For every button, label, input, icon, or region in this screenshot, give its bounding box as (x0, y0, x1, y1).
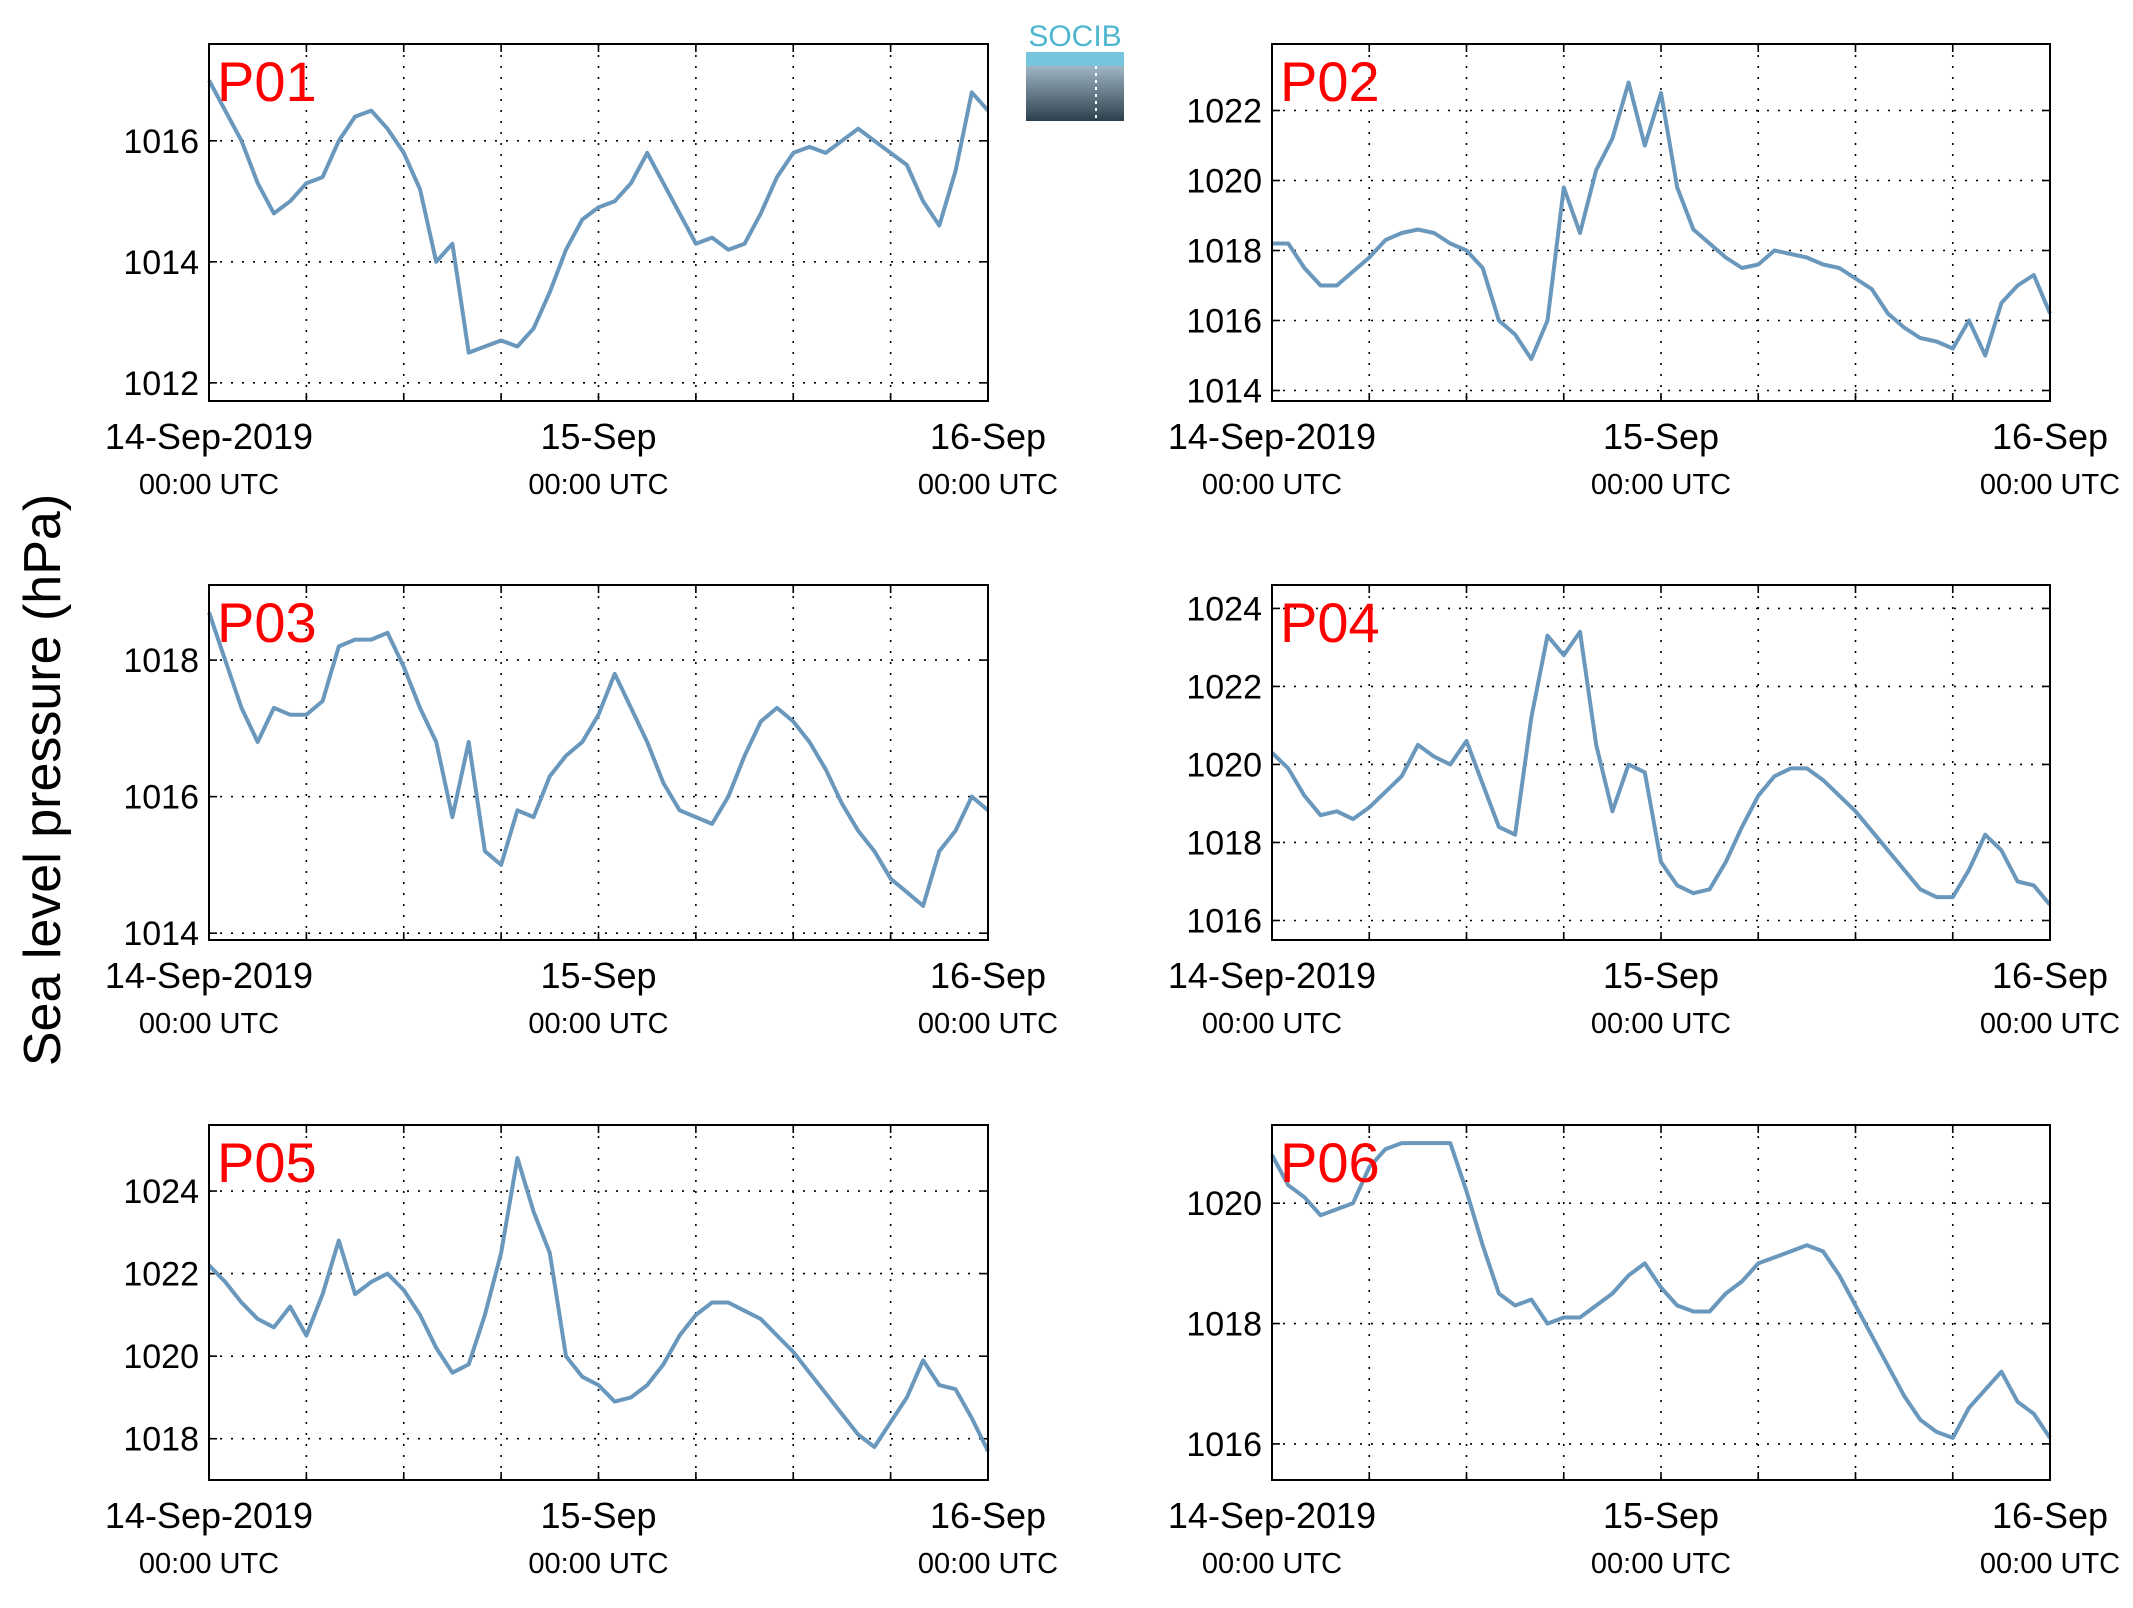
x-tick-label-time: 00:00 UTC (1202, 469, 1342, 501)
x-tick-label-time: 00:00 UTC (1591, 469, 1731, 501)
panel-p05: 1018 1020 1022 1024 14-Sep-2019 00:00 UTC 15-S… (105, 1124, 1058, 1580)
x-tick-label-date: 15-Sep (540, 955, 656, 996)
x-tick-label-date: 14-Sep-2019 (105, 955, 313, 996)
y-tick-label: 1016 (1186, 902, 1262, 940)
x-tick-label-date: 16-Sep (1992, 416, 2108, 457)
x-tick-label-time: 00:00 UTC (1591, 1548, 1731, 1580)
y-tick-label: 1014 (123, 244, 199, 282)
grid (209, 585, 988, 940)
x-tick-label-time: 00:00 UTC (918, 1548, 1058, 1580)
x-tick-label-date: 15-Sep (540, 416, 656, 457)
socib-logo-text: SOCIB (1028, 20, 1121, 53)
panel-p06: 1016 1018 1020 14-Sep-2019 00:00 UTC 15-Sep 00… (1168, 1124, 2120, 1580)
plot-area (209, 44, 988, 401)
x-tick-label-time: 00:00 UTC (918, 469, 1058, 501)
grid (1272, 585, 2050, 940)
x-tick-label-date: 15-Sep (540, 1495, 656, 1536)
x-tick-label-time: 00:00 UTC (139, 1008, 279, 1040)
y-tick-label: 1024 (123, 1173, 199, 1211)
y-tick-label: 1018 (1186, 1306, 1262, 1344)
y-tick-label: 1012 (123, 365, 199, 403)
x-tick-label-date: 16-Sep (930, 1495, 1046, 1536)
axes-frame (208, 584, 989, 941)
panel-p03: 1014 1016 1018 14-Sep-2019 00:00 UTC 15-Sep 00… (105, 584, 1058, 1040)
x-tick-label-date: 16-Sep (1992, 1495, 2108, 1536)
x-tick-label-date: 15-Sep (1603, 955, 1719, 996)
x-tick-label-date: 16-Sep (1992, 955, 2108, 996)
grid (209, 1125, 988, 1480)
y-tick-label: 1020 (1186, 1185, 1262, 1223)
y-tick-label: 1016 (1186, 303, 1262, 341)
x-tick-label-date: 14-Sep-2019 (105, 416, 313, 457)
panel-label: P06 (1280, 1131, 1380, 1194)
y-tick-label: 1018 (123, 642, 199, 680)
x-tick-label-time: 00:00 UTC (528, 469, 668, 501)
axes-frame (1271, 1124, 2051, 1481)
y-tick-label: 1020 (1186, 746, 1262, 784)
x-tick-label-date: 16-Sep (930, 955, 1046, 996)
y-tick-label: 1024 (1186, 590, 1262, 628)
y-tick-label: 1016 (1186, 1426, 1262, 1464)
x-tick-label-time: 00:00 UTC (528, 1008, 668, 1040)
y-tick-label: 1020 (1186, 163, 1262, 201)
panel-label: P03 (217, 591, 317, 654)
x-tick-label-date: 15-Sep (1603, 1495, 1719, 1536)
panel-label: P02 (1280, 50, 1380, 113)
y-tick-label: 1014 (1186, 373, 1262, 411)
y-tick-label: 1014 (123, 915, 199, 953)
x-tick-label-date: 14-Sep-2019 (1168, 1495, 1376, 1536)
x-tick-label-date: 14-Sep-2019 (105, 1495, 313, 1536)
x-tick-label-time: 00:00 UTC (139, 469, 279, 501)
x-tick-label-time: 00:00 UTC (1980, 1008, 2120, 1040)
axes-frame (1271, 584, 2051, 941)
x-tick-label-time: 00:00 UTC (1591, 1008, 1731, 1040)
x-tick-label-time: 00:00 UTC (1980, 1548, 2120, 1580)
x-tick-label-date: 14-Sep-2019 (1168, 955, 1376, 996)
y-tick-label: 1016 (123, 123, 199, 161)
x-tick-label-time: 00:00 UTC (1980, 469, 2120, 501)
x-tick-label-time: 00:00 UTC (1202, 1008, 1342, 1040)
panel-p02: 1014 1016 1018 1020 1022 14-Sep-2019 00:00 UTC… (1168, 43, 2120, 501)
x-tick-label-time: 00:00 UTC (528, 1548, 668, 1580)
panel-label: P05 (217, 1131, 317, 1194)
x-tick-label-time: 00:00 UTC (1202, 1548, 1342, 1580)
y-tick-label: 1022 (1186, 93, 1262, 131)
axes-frame (208, 43, 989, 402)
panel-label: P01 (217, 50, 317, 113)
y-tick-label: 1022 (1186, 668, 1262, 706)
socib-logo: SOCIB (1026, 20, 1124, 121)
panel-p01: 1012 1014 1016 14-Sep-2019 00:00 UTC 15-Sep 00… (105, 43, 1058, 501)
axes-frame (1271, 43, 2051, 402)
x-tick-label-time: 00:00 UTC (139, 1548, 279, 1580)
panel-label: P04 (1280, 591, 1380, 654)
y-tick-label: 1018 (1186, 233, 1262, 271)
y-axis-label: Sea level pressure (hPa) (14, 494, 72, 1066)
y-tick-label: 1022 (123, 1256, 199, 1294)
y-tick-label: 1016 (123, 779, 199, 817)
y-tick-label: 1018 (123, 1421, 199, 1459)
panels: 1012 1014 1016 14-Sep-2019 00:00 UTC 15-Sep 00… (105, 43, 2120, 1580)
y-tick-label: 1020 (123, 1338, 199, 1376)
x-tick-label-date: 16-Sep (930, 416, 1046, 457)
panel-p04: 1016 1018 1020 1022 1024 14-Sep-2019 00:00 UTC… (1168, 584, 2120, 1040)
x-tick-label-time: 00:00 UTC (918, 1008, 1058, 1040)
y-tick-label: 1018 (1186, 824, 1262, 862)
x-tick-label-date: 15-Sep (1603, 416, 1719, 457)
axes-frame (208, 1124, 989, 1481)
x-tick-label-date: 14-Sep-2019 (1168, 416, 1376, 457)
grid (1272, 44, 2050, 401)
